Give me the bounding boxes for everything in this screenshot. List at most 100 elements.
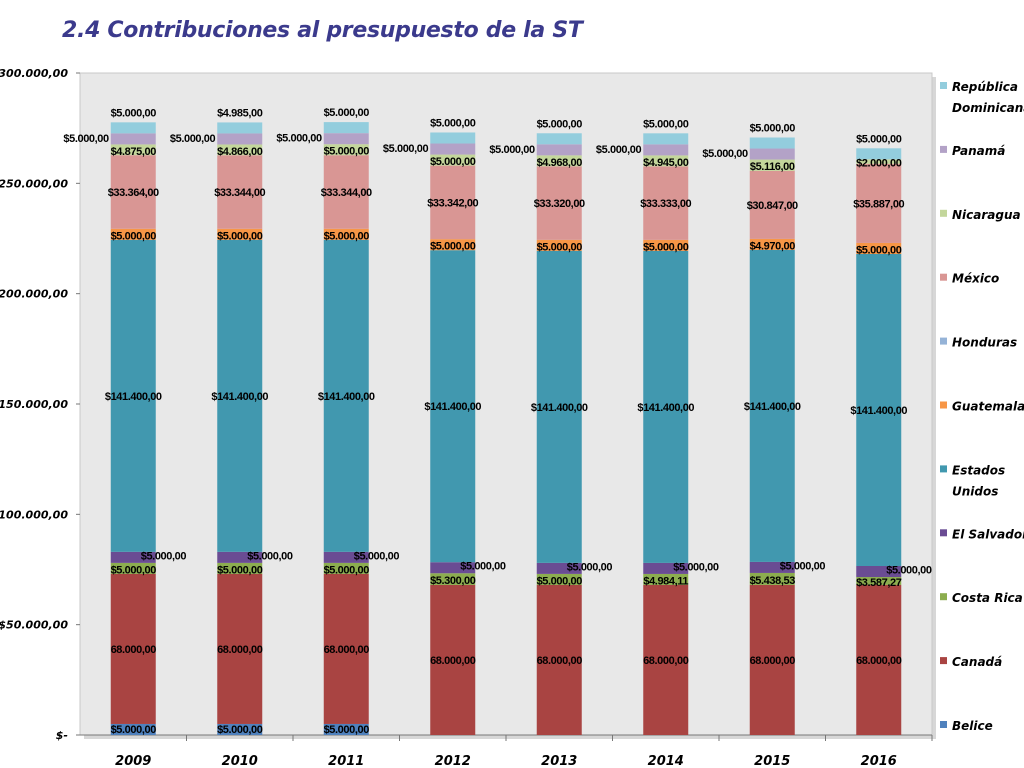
x-tick-label: 2016 — [861, 754, 897, 768]
bar-segment — [217, 573, 263, 724]
x-tick-label: 2015 — [754, 754, 790, 768]
bar-segment — [217, 562, 263, 574]
legend-swatch — [940, 209, 947, 217]
data-label: $141.400,00 — [424, 401, 481, 413]
data-label: $5.000,00 — [750, 122, 796, 134]
bar-segment — [110, 228, 156, 240]
x-tick-label: 2011 — [328, 754, 364, 768]
legend-label: México — [952, 272, 999, 286]
bar-segment — [536, 584, 582, 735]
bar-segment — [323, 144, 369, 156]
bar-segment — [856, 584, 902, 735]
legend-label: Panamá — [952, 144, 1005, 158]
data-label: $5.000,00 — [111, 107, 157, 119]
data-label: $5.000,00 — [430, 241, 476, 253]
data-label: 68.000,00 — [430, 655, 476, 667]
data-label: $3.587,27 — [856, 577, 902, 589]
x-tick-label: 2012 — [435, 754, 471, 768]
data-label: $5.000,00 — [780, 560, 826, 572]
bar-segment — [643, 133, 689, 145]
bar-segment — [430, 562, 476, 574]
legend-label: República — [952, 80, 1018, 94]
bar-segment — [643, 584, 689, 735]
legend-label: Estados — [952, 463, 1005, 477]
y-tick-label: $100.000,00 — [0, 508, 68, 521]
data-label: $5.000,00 — [537, 118, 583, 130]
data-label: $33.344,00 — [214, 187, 265, 199]
bar-segment — [856, 253, 902, 566]
bar-segment — [856, 159, 902, 164]
data-label: $5.000,00 — [856, 133, 902, 145]
legend-swatch — [940, 721, 947, 728]
data-label: $5.000,00 — [111, 564, 157, 576]
y-tick-label: $300.000,00 — [0, 67, 68, 80]
data-label: 68.000,00 — [856, 655, 902, 667]
data-label: $5.000,00 — [217, 564, 263, 576]
data-label: $141.400,00 — [211, 391, 268, 403]
data-label: $4.984,11 — [643, 575, 688, 587]
data-label: 68.000,00 — [111, 644, 157, 656]
y-tick-label: $50.000,00 — [0, 619, 68, 632]
bar-segment — [323, 573, 369, 724]
bar-segment — [110, 551, 156, 563]
bar-segment — [536, 166, 582, 240]
data-label: $141.400,00 — [531, 402, 588, 414]
data-label: $141.400,00 — [105, 391, 162, 403]
data-label: $5.000,00 — [537, 575, 583, 587]
bar-segment — [749, 561, 795, 573]
bar-segment — [749, 137, 795, 149]
data-label: $4.985,00 — [217, 107, 263, 119]
bar-segment — [110, 133, 156, 145]
data-label: $5.000,00 — [276, 133, 322, 145]
data-label: $5.000,00 — [643, 118, 689, 130]
bar-segment — [536, 239, 582, 251]
bar-segment — [323, 133, 369, 145]
data-label: $5.116,00 — [750, 161, 795, 173]
data-label: $5.000,00 — [247, 550, 293, 562]
bar-segment — [536, 573, 582, 585]
data-label: $5.000,00 — [324, 564, 370, 576]
x-tick-label: 2009 — [115, 754, 151, 768]
data-label: 68.000,00 — [750, 655, 796, 667]
data-label: $5.000,00 — [217, 724, 263, 736]
bar-segment — [856, 148, 902, 160]
legend-swatch — [940, 273, 947, 281]
bar-segment — [749, 148, 795, 160]
data-label: $33.333,00 — [640, 198, 691, 210]
legend-label: El Salvador — [952, 527, 1024, 541]
bar-segment — [430, 250, 476, 563]
bar-segment — [217, 133, 263, 145]
data-label: $5.000,00 — [217, 230, 263, 242]
bar-segment — [217, 239, 263, 552]
legend-swatch — [940, 145, 947, 153]
legend-swatch — [940, 657, 947, 665]
data-label: $5.000,00 — [111, 230, 157, 242]
bar-segment — [110, 573, 156, 724]
bar-segment — [323, 155, 369, 229]
y-tick-label: $250.000,00 — [0, 177, 68, 190]
bar-segment — [536, 133, 582, 145]
bar-segment — [323, 562, 369, 574]
bar-segment — [536, 562, 582, 574]
data-label: $5.000,00 — [324, 230, 370, 242]
data-label: $5.000,00 — [141, 550, 187, 562]
data-label: $5.438,53 — [750, 575, 796, 587]
data-label: $33.364,00 — [108, 187, 159, 199]
bar-segment — [110, 122, 156, 134]
y-tick-label: $200.000,00 — [0, 288, 68, 301]
legend-label: Canadá — [952, 655, 1002, 669]
legend-swatch — [940, 465, 947, 473]
bar-segment — [430, 239, 476, 251]
data-label: $5.000,00 — [324, 146, 370, 158]
bar-segment — [749, 238, 795, 250]
page-title: 2.4 Contribuciones al presupuesto de la … — [62, 18, 583, 43]
legend-label: Unidos — [952, 484, 998, 498]
bar-segment — [110, 723, 156, 735]
data-label: $33.344,00 — [321, 187, 372, 199]
data-label: $141.400,00 — [637, 402, 694, 414]
data-label: $2.000,00 — [856, 158, 902, 170]
bar-segment — [323, 239, 369, 552]
bar-segment — [323, 122, 369, 134]
bar-segment — [110, 155, 156, 229]
y-tick-label: $150.000,00 — [0, 398, 68, 411]
